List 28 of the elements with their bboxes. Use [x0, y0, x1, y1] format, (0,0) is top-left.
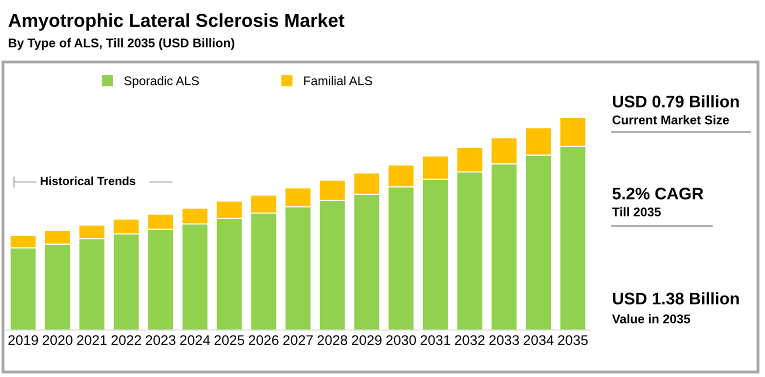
text: 5.2% CAGR — [612, 188, 704, 200]
x-tick-label: 2020 — [42, 335, 72, 346]
x-tick-label: 2028 — [318, 335, 348, 346]
annotation: Historical Trends — [40, 176, 136, 186]
x-tick-label: 2027 — [283, 335, 313, 346]
x-tick-label: 2034 — [524, 335, 554, 346]
x-tick-label: 2035 — [558, 335, 588, 346]
x-tick-label: 2022 — [111, 335, 141, 346]
x-tick-label: 2026 — [248, 335, 278, 346]
x-tick-label: 2031 — [420, 335, 450, 346]
legend-label: Familial ALS — [304, 76, 372, 86]
chart-subtitle: By Type of ALS, Till 2035 (USD Billion) — [8, 38, 234, 50]
x-tick-label: 2033 — [489, 335, 519, 346]
text: Till 2035 — [612, 207, 661, 216]
text: Value in 2035 — [612, 314, 690, 324]
chart-title: Amyotrophic Lateral Sclerosis Market — [8, 13, 344, 31]
x-tick-label: 2032 — [455, 335, 485, 346]
x-tick-label: 2021 — [77, 335, 107, 346]
x-tick-label: 2030 — [386, 335, 416, 346]
text: USD 0.79 Billion — [613, 95, 739, 108]
text: USD 1.38 Billion — [613, 292, 739, 304]
x-tick-label: 2029 — [352, 335, 382, 346]
x-tick-label: 2023 — [146, 335, 176, 346]
x-tick-label: 2019 — [8, 335, 38, 346]
text: Current Market Size — [612, 115, 729, 124]
x-tick-label: 2025 — [214, 335, 244, 346]
x-tick-label: 2024 — [180, 335, 210, 346]
legend-label: Sporadic ALS — [124, 76, 199, 88]
